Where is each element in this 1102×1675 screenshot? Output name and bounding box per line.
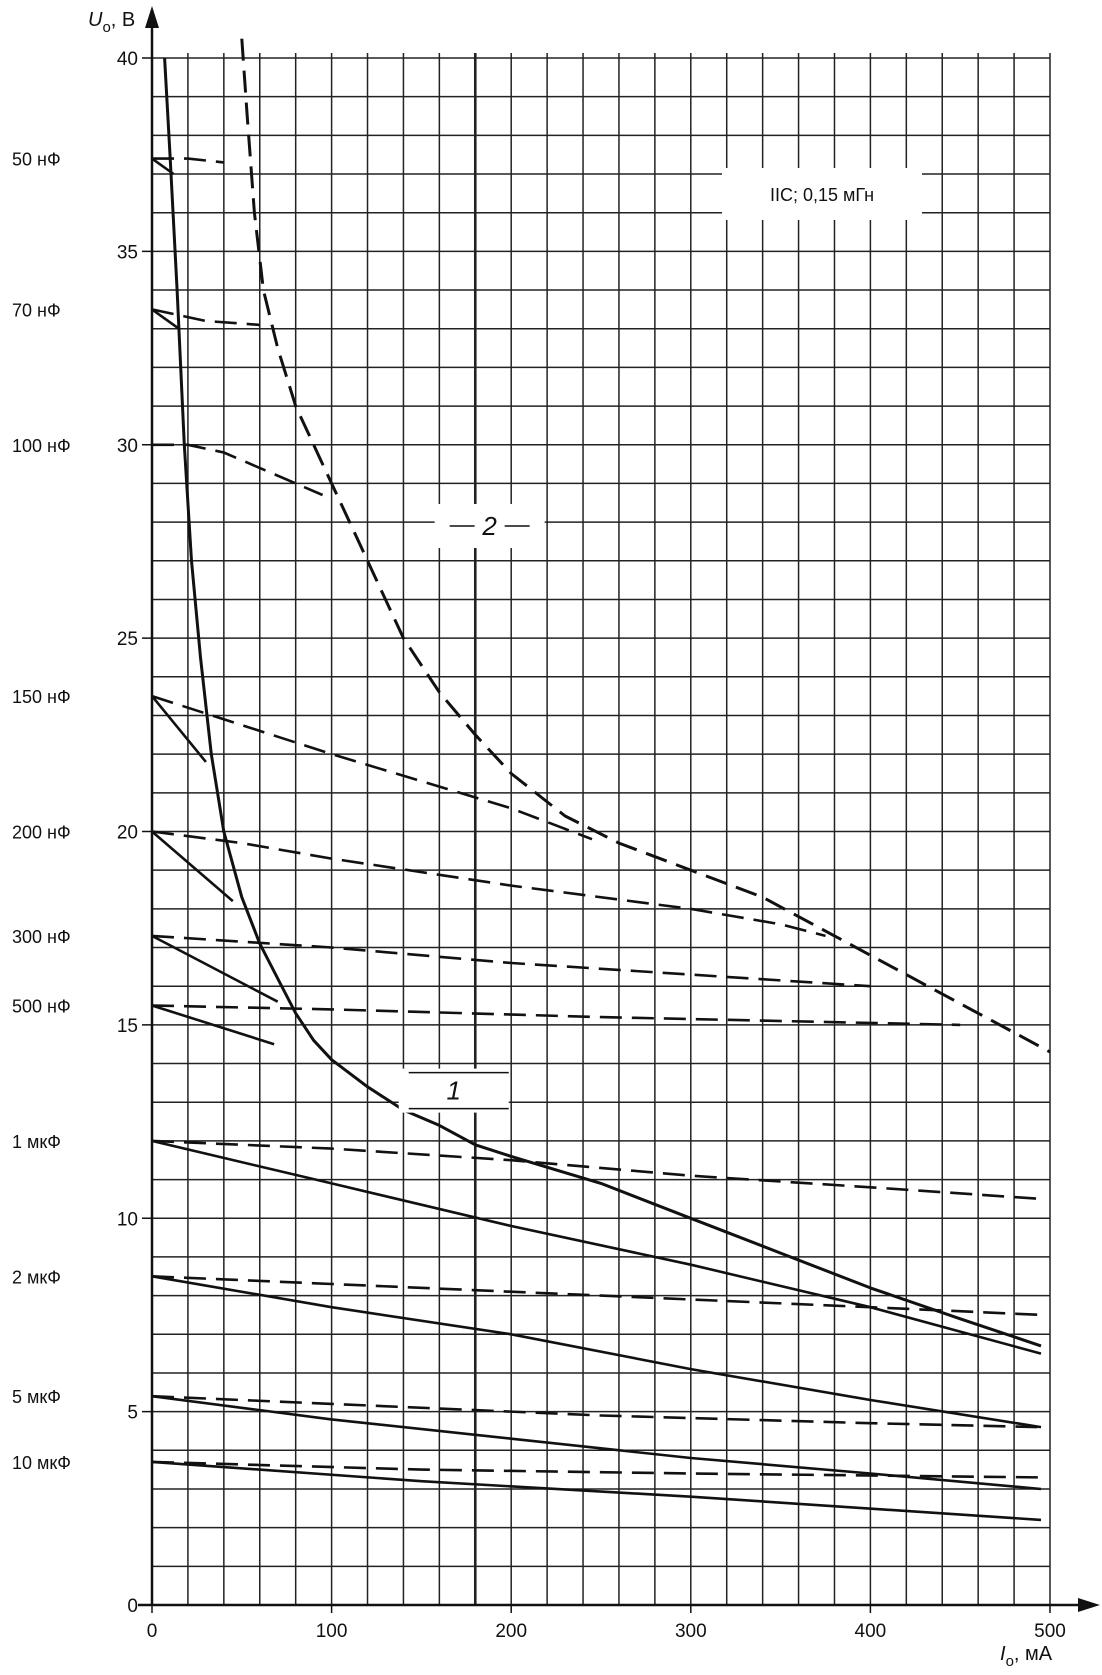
capacitance-label: 2 мкФ xyxy=(12,1267,61,1287)
curve-label-2: 2 xyxy=(481,511,497,541)
x-axis-label: Io, мА xyxy=(1000,1643,1053,1670)
y-axis-arrow xyxy=(145,6,159,28)
capacitance-solid-line xyxy=(151,157,175,176)
capacitance-solid-line xyxy=(151,1275,1042,1429)
capacitance-label: 50 нФ xyxy=(12,150,61,170)
y-tick-label: 0 xyxy=(127,1596,138,1617)
annotation-box: IIC; 0,15 мГн xyxy=(722,168,922,220)
capacitance-solid-line xyxy=(151,308,180,330)
capacitance-label: 70 нФ xyxy=(12,300,61,320)
capacitance-solid-line xyxy=(151,1004,275,1046)
capacitance-label: 100 нФ xyxy=(12,436,71,456)
y-tick-label: 20 xyxy=(117,823,138,844)
capacitance-dashed-line xyxy=(152,157,224,164)
y-tick-label: 25 xyxy=(117,629,138,650)
capacitance-solid-line xyxy=(150,695,207,763)
capacitance-dashed-line xyxy=(151,934,871,988)
y-tick-label: 10 xyxy=(117,1209,138,1230)
y-tick-label: 35 xyxy=(117,242,138,263)
x-tick-label: 300 xyxy=(675,1621,707,1642)
capacitance-solid-line xyxy=(151,1460,1042,1522)
x-tick-label: 200 xyxy=(495,1621,527,1642)
curves xyxy=(150,38,1051,1522)
grid xyxy=(152,53,1051,1605)
capacitance-dashed-line xyxy=(151,1394,1042,1429)
y-tick-label: 15 xyxy=(117,1016,138,1037)
capacitance-label: 500 нФ xyxy=(12,997,71,1017)
capacitance-dashed-line xyxy=(151,1460,1042,1479)
y-axis-label: Uo, В xyxy=(88,9,135,36)
capacitance-label: 5 мкФ xyxy=(12,1387,61,1407)
labels: 50 нФ 70 нФ 100 нФ 150 нФ 200 нФ 300 нФ 500 нФ… xyxy=(12,150,545,1473)
y-tick-label: 40 xyxy=(117,49,138,70)
capacitance-dashed-line xyxy=(151,1275,1042,1317)
main-curve-2 xyxy=(240,38,1051,1054)
capacitance-label: 10 мкФ xyxy=(12,1453,71,1473)
capacitance-label: 150 нФ xyxy=(12,687,71,707)
annotation-text: IIC; 0,15 мГн xyxy=(770,185,874,205)
x-tick-label: 0 xyxy=(147,1621,158,1642)
x-tick-label: 400 xyxy=(855,1621,887,1642)
capacitance-label: 200 нФ xyxy=(12,823,71,843)
capacitance-solid-line xyxy=(151,1139,1042,1355)
ticks: 0 100 200 300 400 500 0 5 10 15 20 25 30 35 40 xyxy=(117,49,1066,1642)
capacitance-dashed-line xyxy=(151,1139,1042,1201)
capacitance-solid-line xyxy=(151,830,234,903)
capacitance-dashed-line xyxy=(151,308,260,327)
y-tick-label: 30 xyxy=(117,436,138,457)
capacitance-label: 300 нФ xyxy=(12,927,71,947)
capacitance-dashed-line xyxy=(152,443,324,497)
curve-label-background xyxy=(398,1068,509,1113)
capacitance-label: 1 мкФ xyxy=(12,1132,61,1152)
capacitance-dashed-line xyxy=(151,1004,961,1027)
curve-label-1: 1 xyxy=(446,1076,460,1106)
main-curve-1 xyxy=(163,57,1042,1348)
capacitance-solid-line xyxy=(151,934,279,1003)
x-axis-arrow xyxy=(1078,1598,1100,1612)
x-tick-label: 500 xyxy=(1034,1621,1066,1642)
capacitance-dashed-line xyxy=(151,830,826,938)
x-tick-label: 100 xyxy=(316,1621,348,1642)
axes: Uo, В Io, мА xyxy=(88,6,1100,1670)
capacitance-dashed-line xyxy=(151,694,593,841)
y-tick-label: 5 xyxy=(127,1403,138,1424)
